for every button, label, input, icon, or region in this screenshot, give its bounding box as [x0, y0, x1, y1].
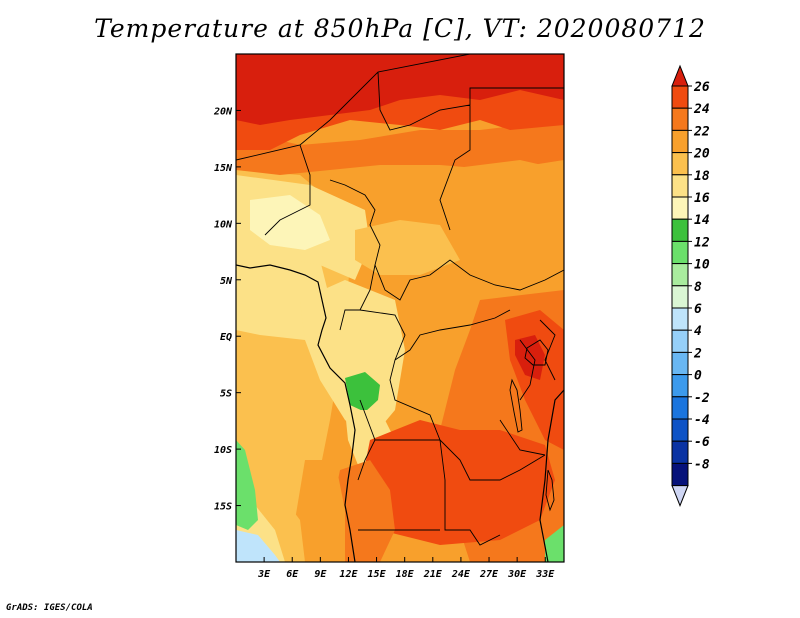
field-18-cameroon — [355, 220, 460, 275]
y-tick-label: 10N — [214, 219, 233, 230]
field-20-sudan — [440, 160, 564, 300]
colorbar-swatch — [671, 285, 689, 309]
colorbar-swatch — [671, 240, 689, 265]
colorbar-label: 14 — [694, 213, 710, 228]
x-tick-label: 9E — [314, 569, 327, 580]
y-tick-label: 10S — [214, 445, 232, 456]
x-tick-label: 30E — [507, 569, 527, 580]
x-tick-label: 6E — [286, 569, 299, 580]
axis-ticks: 3E 6E 9E 12E 15E 18E 21E 24E 27E 30E 33E 20N 15N 10N 5… — [213, 106, 555, 580]
x-tick-label: 18E — [396, 569, 415, 580]
field-26-rift — [515, 335, 545, 380]
colorbar-swatch — [671, 418, 689, 442]
colorbar-swatch — [671, 152, 689, 176]
field-6-southwest — [236, 530, 280, 562]
colorbar-swatch — [671, 307, 689, 331]
temperature-field — [236, 54, 564, 562]
colorbar-swatch — [671, 129, 689, 154]
field-10-south-coast — [236, 440, 258, 530]
y-tick-label: 20N — [213, 106, 233, 117]
field-22-namibia — [330, 460, 395, 562]
lake-tanganyika — [509, 378, 523, 433]
colorbar-swatch — [671, 374, 689, 398]
colorbar-bottom-arrow — [671, 485, 689, 507]
colorbar-label: -4 — [694, 413, 710, 428]
lake-malawi — [545, 469, 555, 512]
colorbar-swatch — [671, 85, 689, 109]
colorbar-label: 20 — [693, 147, 710, 162]
colorbar-label: -6 — [694, 435, 710, 450]
colorbar-label: 16 — [694, 191, 710, 206]
colorbar-swatch — [671, 196, 689, 220]
map-title: Temperature at 850hPa [C], VT: 202008071… — [94, 14, 706, 43]
x-tick-label: 33E — [535, 569, 555, 580]
colorbar-swatch — [671, 351, 689, 376]
field-12-nigeria — [250, 195, 330, 250]
footer-credit: GrADS: IGES/COLA — [6, 603, 93, 613]
colorbar-label: 26 — [693, 80, 710, 95]
field-10-southeast — [545, 525, 564, 562]
colorbar-label: 24 — [693, 102, 710, 117]
colorbar-swatch — [671, 462, 689, 487]
y-tick-label: 15N — [214, 163, 233, 174]
colorbar-swatch — [671, 396, 689, 420]
colorbar-swatch — [671, 218, 689, 242]
field-22-sahel — [236, 120, 564, 175]
field-10-congo-coast — [345, 372, 380, 412]
coastline-west-africa — [236, 264, 356, 562]
x-tick-label: 3E — [257, 569, 271, 580]
colorbar-label: -8 — [694, 457, 710, 472]
field-26-sahara — [236, 54, 564, 125]
field-20-namibia-coast — [295, 460, 345, 562]
colorbar-label: 10 — [694, 258, 710, 273]
x-tick-label: 21E — [423, 569, 443, 580]
colorbar-label: -2 — [694, 391, 710, 406]
colorbar-swatch — [671, 263, 689, 287]
coastlines-and-borders — [236, 54, 564, 562]
map-frame — [235, 53, 565, 563]
x-tick-label: 27E — [479, 569, 499, 580]
x-tick-label: 24E — [451, 569, 471, 580]
colorbar-top-arrow — [671, 64, 689, 87]
colorbar-label: 4 — [694, 324, 702, 339]
borders — [236, 54, 564, 546]
x-tick-label: 15E — [368, 569, 387, 580]
y-tick-label: 5S — [220, 389, 232, 400]
colorbar-swatch — [671, 174, 689, 198]
colorbar-swatch — [671, 329, 689, 353]
colorbar-label: 12 — [694, 235, 710, 250]
colorbar-label: 18 — [694, 169, 710, 184]
colorbar-label: 0 — [694, 369, 702, 384]
colorbar-label: 8 — [694, 280, 702, 295]
coastline-east — [539, 389, 564, 562]
lake-victoria — [524, 339, 549, 366]
x-tick-label: 12E — [339, 569, 358, 580]
colorbar-label: 2 — [693, 346, 702, 361]
field-16-gabon — [300, 280, 405, 440]
colorbar-swatch — [671, 107, 689, 131]
y-tick-label: 5N — [220, 276, 233, 287]
y-tick-label: EQ — [220, 332, 232, 343]
colorbar-label: 22 — [693, 124, 710, 139]
field-24-zambia — [360, 420, 555, 545]
y-tick-label: 15S — [214, 502, 232, 513]
colorbar-label: 6 — [694, 302, 702, 317]
colorbar-swatch — [671, 440, 689, 464]
